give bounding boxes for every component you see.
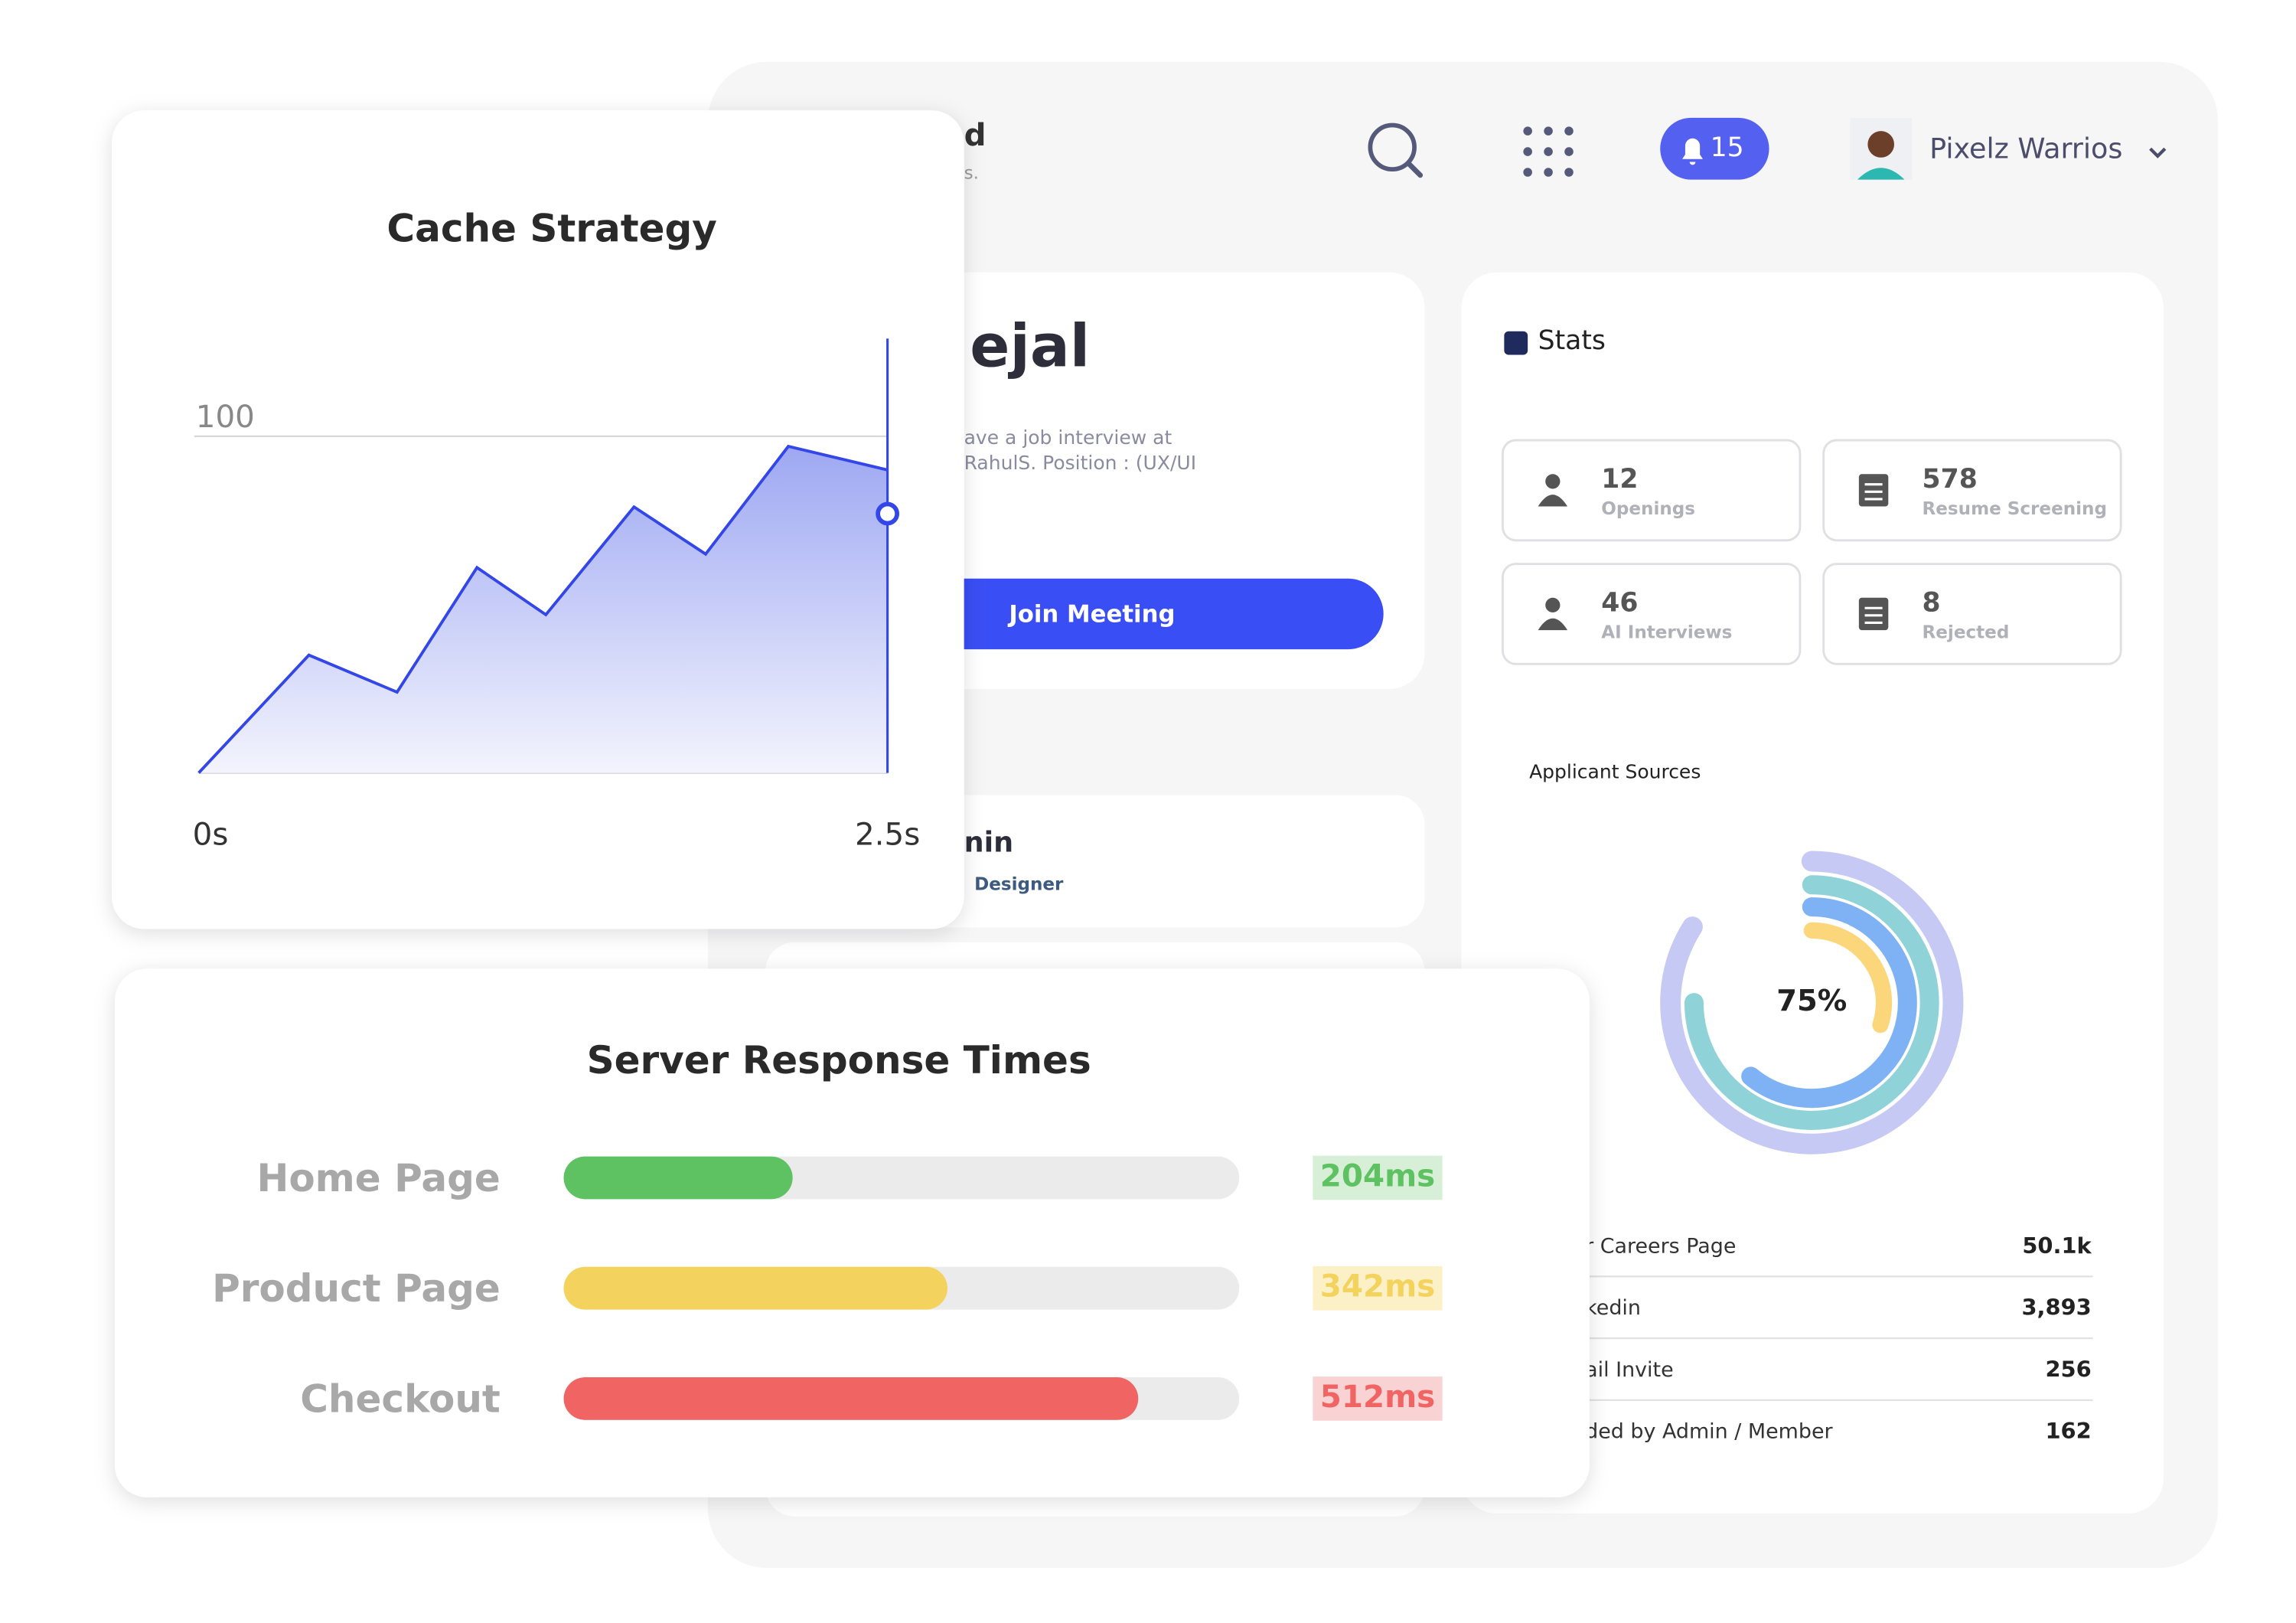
apps-dot [1544, 126, 1553, 136]
source-value: 3,893 [2022, 1295, 2092, 1321]
ring-arc [1803, 922, 1893, 1034]
apps-button[interactable] [1523, 126, 1574, 177]
stats-grid: 12 Openings 578 Resume Screening 46 AI Interv… [1502, 439, 2122, 665]
value-badge [1313, 1265, 1443, 1311]
radial-chart: Applicant Sources 75% [1529, 761, 1964, 1154]
stat-box [1502, 563, 1802, 665]
category-label: Home Page [256, 1156, 500, 1200]
avatar-shirt [1857, 168, 1905, 180]
chevron [2149, 147, 2167, 158]
source-value: 50.1k [2022, 1233, 2092, 1259]
center-label: 75% [1776, 984, 1847, 1018]
sources-table: r Careers Page 50.1k kedin 3,893 ail Invite 2… [1530, 1233, 2093, 1444]
stat-icon [1545, 597, 1561, 612]
apps-dot [1564, 147, 1574, 156]
apps-dot [1564, 168, 1574, 177]
stat-icon [1858, 597, 1889, 631]
stat-icon [1858, 474, 1889, 507]
stat-box [1822, 439, 2122, 542]
apps-dot [1544, 168, 1553, 177]
chart-title: Applicant Sources [1529, 761, 1701, 783]
meeting-text: RahulS. Position : (UX/UI [964, 452, 1196, 474]
brand-subtitle: s. [964, 163, 979, 183]
card [115, 968, 1590, 1497]
apps-dot [1523, 168, 1532, 177]
stat-box [1502, 439, 1802, 542]
stat-icon [1538, 618, 1568, 631]
category-label: Product Page [212, 1266, 501, 1311]
apps-dot [1564, 126, 1574, 136]
source-value: 256 [2046, 1356, 2092, 1382]
value-badge [1313, 1376, 1443, 1421]
bar-chart: Server Response Times Home Page 204ms Produ… [212, 1038, 1443, 1421]
stat-value: 46 [1601, 587, 1638, 618]
x-tick-label: 0s [193, 816, 229, 852]
ring-arc [1741, 897, 1917, 1109]
bar [563, 1156, 793, 1200]
category-label: Checkout [300, 1376, 501, 1421]
search-button[interactable] [1368, 122, 1424, 178]
stat-label: Openings [1601, 499, 1695, 519]
ring-arc [1684, 875, 1939, 1130]
bell-icon [1682, 138, 1703, 165]
stat-label: Resume Screening [1923, 499, 2107, 519]
notification-button[interactable]: 15 [1660, 117, 1769, 180]
join-button-bg [882, 578, 1384, 650]
stat-box [1822, 563, 2122, 665]
chart-title: Cache Strategy [386, 206, 717, 250]
source-label: r Careers Page [1585, 1234, 1736, 1258]
notification-pill [1660, 117, 1769, 180]
stat-icon [1864, 483, 1883, 501]
brand-title: d [964, 117, 987, 153]
source-label: ded by Admin / Member [1585, 1420, 1833, 1444]
stats-title: Stats [1538, 325, 1606, 356]
chart-title: Server Response Times [587, 1038, 1091, 1083]
meeting-text: ave a job interview at [964, 426, 1172, 449]
stat-value: 12 [1601, 464, 1638, 495]
value-badge [1313, 1155, 1443, 1200]
value-label: 512ms [1320, 1379, 1435, 1415]
value-label: 204ms [1320, 1158, 1435, 1194]
stat-icon [1864, 606, 1883, 624]
avatar-face [1867, 131, 1894, 158]
y-tick-label: 100 [196, 399, 255, 435]
cursor-marker [876, 501, 900, 526]
stat-icon [1545, 474, 1561, 489]
search-handle [1406, 161, 1424, 178]
area-fill [198, 446, 888, 773]
server-card: Server Response Times Home Page 204ms Produ… [115, 968, 1590, 1497]
source-value: 162 [2046, 1418, 2092, 1444]
meeting-name: ejal [970, 313, 1090, 381]
join-button-label: Join Meeting [1007, 600, 1175, 628]
x-tick-label: 2.5s [855, 816, 920, 852]
search-icon [1368, 122, 1417, 172]
stat-label: Rejected [1923, 622, 2010, 642]
user-menu[interactable]: Pixelz Warrios [1850, 117, 2167, 180]
cache-card: Cache Strategy 100 0s 2.5s [112, 110, 964, 929]
notification-count: 15 [1711, 132, 1744, 163]
value-label: 342ms [1320, 1269, 1435, 1305]
area-chart: Cache Strategy 100 0s 2.5s [193, 206, 921, 852]
stat-value: 8 [1923, 587, 1941, 618]
apps-dot [1544, 147, 1553, 156]
stat-value: 578 [1923, 464, 1978, 495]
candidate-role: Designer [974, 874, 1064, 894]
join-button[interactable]: Join Meeting [882, 578, 1384, 650]
apps-dot [1523, 126, 1532, 136]
source-label: ail Invite [1585, 1358, 1673, 1382]
line [197, 444, 889, 774]
candidate-name: nin [964, 825, 1014, 858]
stat-icon [1538, 495, 1568, 507]
ring-arc [1660, 851, 1964, 1154]
source-label: kedin [1585, 1296, 1641, 1320]
bar [563, 1266, 948, 1310]
apps-dot [1523, 147, 1532, 156]
stat-label: AI Interviews [1601, 622, 1732, 642]
user-name: Pixelz Warrios [1929, 132, 2122, 165]
bar [563, 1377, 1139, 1420]
stats-icon [1504, 331, 1528, 355]
